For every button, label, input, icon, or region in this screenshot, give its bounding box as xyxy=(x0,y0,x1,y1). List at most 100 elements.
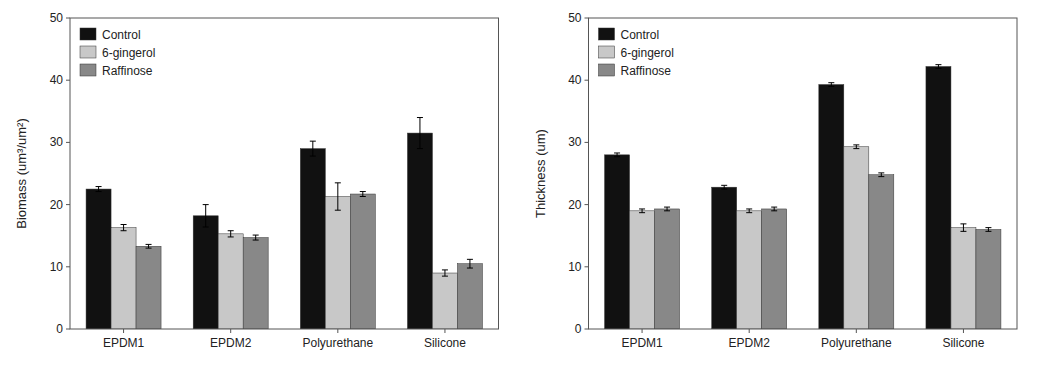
error-bar xyxy=(828,83,834,87)
bar xyxy=(407,133,432,329)
error-stem xyxy=(938,65,939,69)
error-cap xyxy=(203,204,209,205)
error-bar xyxy=(417,118,423,149)
x-tick xyxy=(444,329,445,333)
error-cap xyxy=(310,141,316,142)
error-stem xyxy=(856,145,857,149)
x-tick xyxy=(963,329,964,333)
bar xyxy=(737,211,762,329)
error-cap xyxy=(253,240,259,241)
legend-swatch xyxy=(599,64,615,76)
bar xyxy=(951,228,976,329)
y-tick-label: 20 xyxy=(568,198,582,212)
bar xyxy=(300,149,325,329)
error-cap xyxy=(746,208,752,209)
error-bar xyxy=(310,141,316,156)
error-bar xyxy=(771,207,777,211)
error-cap xyxy=(828,82,834,83)
error-cap xyxy=(360,196,366,197)
error-cap xyxy=(96,186,102,187)
bar xyxy=(655,209,680,329)
legend-swatch xyxy=(80,46,96,58)
legend-swatch xyxy=(599,46,615,58)
error-stem xyxy=(312,141,313,156)
error-cap xyxy=(853,148,859,149)
error-stem xyxy=(255,235,256,240)
error-bar xyxy=(335,183,341,210)
error-stem xyxy=(749,209,750,213)
error-cap xyxy=(878,172,884,173)
legend: Control6-gingerolRaffinose xyxy=(599,28,674,78)
error-bar xyxy=(746,209,752,213)
error-cap xyxy=(146,244,152,245)
bar xyxy=(325,197,350,329)
error-cap xyxy=(985,231,991,232)
error-stem xyxy=(774,207,775,211)
error-cap xyxy=(253,235,259,236)
bar xyxy=(432,273,457,329)
error-cap xyxy=(310,156,316,157)
error-stem xyxy=(963,224,964,231)
y-tick xyxy=(66,80,70,81)
y-tick-label: 10 xyxy=(50,260,64,274)
error-stem xyxy=(881,173,882,177)
error-bar xyxy=(639,209,645,213)
plot-frame xyxy=(70,18,499,329)
y-tick-label: 0 xyxy=(56,322,63,336)
x-tick-label: EPDM1 xyxy=(103,336,145,350)
x-tick-label: EPDM2 xyxy=(729,336,771,350)
y-tick-label: 40 xyxy=(50,73,64,87)
error-bar xyxy=(935,65,941,69)
error-cap xyxy=(771,207,777,208)
y-tick-label: 20 xyxy=(50,198,64,212)
error-cap xyxy=(121,224,127,225)
legend-swatch xyxy=(80,28,96,40)
error-cap xyxy=(853,144,859,145)
y-tick xyxy=(585,18,589,19)
y-tick xyxy=(66,142,70,143)
error-stem xyxy=(362,192,363,197)
error-cap xyxy=(442,269,448,270)
bar xyxy=(976,229,1001,329)
bar xyxy=(819,85,844,329)
error-bar xyxy=(228,231,234,237)
bar xyxy=(712,187,737,329)
bar xyxy=(605,155,630,329)
error-cap xyxy=(828,86,834,87)
error-cap xyxy=(960,223,966,224)
error-cap xyxy=(146,248,152,249)
x-tick xyxy=(856,329,857,333)
error-cap xyxy=(121,230,127,231)
error-bar xyxy=(985,228,991,232)
bar xyxy=(762,209,787,329)
x-tick-label: Silicone xyxy=(424,336,466,350)
error-bar xyxy=(203,205,209,227)
legend-label: Raffinose xyxy=(621,64,672,78)
error-bar xyxy=(960,224,966,231)
x-tick-label: Silicone xyxy=(942,336,984,350)
error-cap xyxy=(746,212,752,213)
error-cap xyxy=(228,230,234,231)
y-tick xyxy=(585,80,589,81)
error-cap xyxy=(228,236,234,237)
y-tick xyxy=(66,18,70,19)
bar xyxy=(457,264,482,329)
x-tick-label: EPDM2 xyxy=(210,336,252,350)
error-stem xyxy=(337,183,338,210)
legend-label: Raffinose xyxy=(102,64,153,78)
error-cap xyxy=(771,210,777,211)
x-tick xyxy=(337,329,338,333)
legend-label: 6-gingerol xyxy=(621,46,674,60)
legend-label: Control xyxy=(102,28,141,42)
error-stem xyxy=(988,228,989,232)
error-cap xyxy=(639,208,645,209)
error-stem xyxy=(205,205,206,227)
error-bar xyxy=(721,185,727,189)
error-cap xyxy=(360,191,366,192)
error-stem xyxy=(419,118,420,149)
error-bar xyxy=(253,235,259,240)
y-tick xyxy=(585,329,589,330)
error-stem xyxy=(444,270,445,276)
bar xyxy=(243,238,268,329)
y-tick xyxy=(585,204,589,205)
